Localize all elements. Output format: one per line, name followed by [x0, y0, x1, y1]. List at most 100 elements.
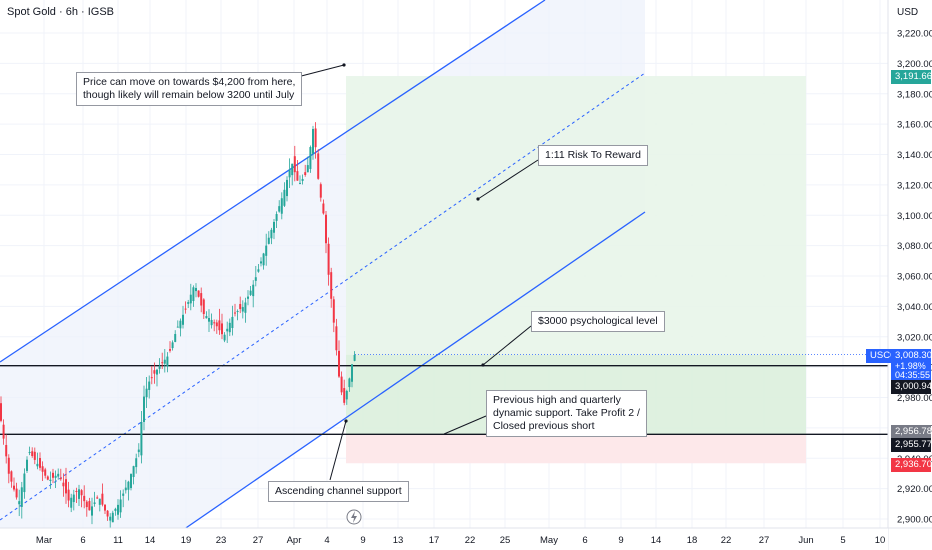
time-tick-label: 14 — [651, 535, 662, 546]
candle-body — [28, 452, 31, 454]
candle-body — [234, 312, 236, 314]
annotation-channel-support[interactable]: Ascending channel support — [268, 481, 409, 502]
candle-body — [137, 449, 140, 453]
candle-body — [20, 487, 23, 507]
candle-body — [299, 182, 301, 184]
pointer-rr — [477, 159, 539, 200]
pointer-channel-dot — [344, 419, 348, 423]
candle-body — [228, 322, 231, 333]
candle-body — [192, 287, 195, 302]
candle-body — [75, 490, 78, 492]
time-tick-label: Apr — [287, 535, 302, 546]
candle-body — [343, 388, 346, 403]
candle-body — [36, 463, 39, 467]
candle-body — [15, 488, 18, 498]
annotation-target-note[interactable]: Price can move on towards $4,200 from he… — [76, 72, 303, 106]
candle-body — [239, 303, 242, 310]
candle-body — [317, 153, 320, 179]
annotation-risk-reward[interactable]: 1:11 Risk To Reward — [538, 145, 648, 166]
candle-body — [7, 457, 10, 474]
candle-body — [85, 501, 88, 508]
level-price-label-2955: 2,955.77 — [891, 438, 932, 452]
candle-body — [275, 214, 278, 221]
candle-body — [218, 320, 221, 331]
bar-countdown-label: 04:35:55 — [891, 370, 931, 381]
candle-body — [270, 229, 273, 239]
time-tick-label: 25 — [500, 535, 511, 546]
candle-body — [293, 156, 296, 173]
last-price-label: 3,008.30 — [891, 349, 932, 363]
candle-body — [52, 472, 54, 478]
candle-body — [273, 221, 275, 233]
candle-body — [325, 214, 327, 244]
time-tick-label: 19 — [181, 535, 192, 546]
candle-body — [26, 459, 28, 471]
time-tick-label: 22 — [721, 535, 732, 546]
candle-body — [319, 184, 322, 198]
candle-body — [179, 320, 182, 329]
time-tick-label: 27 — [253, 535, 264, 546]
candle-body — [130, 474, 132, 489]
candle-body — [210, 319, 213, 326]
candle-body — [241, 307, 244, 312]
symbol-title[interactable]: Spot Gold · 6h · IGSB — [7, 6, 114, 18]
candle-body — [353, 354, 356, 361]
candle-body — [200, 293, 203, 306]
price-tick-label: 3,100.00 — [897, 211, 932, 222]
candle-body — [10, 471, 13, 482]
candle-body — [301, 178, 304, 181]
time-tick-label: Mar — [36, 535, 52, 546]
candle-body — [39, 458, 41, 468]
price-tick-label: 3,060.00 — [897, 272, 932, 283]
candle-body — [202, 299, 205, 315]
price-tick-label: 2,980.00 — [897, 393, 932, 404]
candle-body — [33, 451, 36, 460]
price-tick-label: 3,180.00 — [897, 89, 932, 100]
candle-body — [41, 466, 44, 472]
candle-body — [166, 356, 169, 367]
stop-price-label: 2,936.70 — [891, 458, 932, 472]
currency-label[interactable]: USD — [897, 7, 919, 18]
candle-body — [46, 476, 49, 480]
loss-zone — [346, 434, 806, 464]
candle-body — [88, 501, 91, 511]
candle-body — [187, 302, 190, 304]
candle-body — [254, 277, 257, 281]
candle-body — [127, 481, 130, 490]
candle-body — [156, 369, 158, 375]
price-tick-label: 3,080.00 — [897, 241, 932, 252]
candle-body — [335, 326, 338, 351]
annotation-psych-level[interactable]: $3000 psychological level — [531, 311, 665, 332]
candle-body — [114, 508, 117, 511]
candle-body — [171, 342, 174, 349]
time-tick-label: 6 — [582, 535, 587, 546]
candle-body — [13, 485, 15, 490]
candle-body — [67, 489, 70, 501]
candle-body — [205, 316, 208, 319]
price-tick-label: 3,040.00 — [897, 302, 932, 313]
candle-body — [18, 501, 21, 505]
candle-body — [221, 323, 223, 335]
candle-body — [96, 497, 99, 499]
candle-body — [345, 390, 348, 400]
candle-body — [312, 128, 314, 154]
candle-body — [72, 494, 75, 503]
price-tick-label: 3,020.00 — [897, 332, 932, 343]
candles — [0, 122, 356, 531]
candle-body — [65, 479, 67, 494]
time-tick-label: 23 — [216, 535, 227, 546]
candle-body — [338, 350, 340, 377]
candle-body — [150, 377, 153, 379]
price-tick-label: 3,120.00 — [897, 180, 932, 191]
candle-body — [286, 179, 288, 197]
candle-body — [176, 326, 179, 328]
channel-lower-line — [179, 211, 646, 533]
candle-body — [306, 165, 309, 173]
time-tick-label: 17 — [429, 535, 440, 546]
channel-mid-line — [0, 72, 646, 521]
candle-body — [340, 376, 343, 393]
annotation-previous-high[interactable]: Previous high and quarterly dynamic supp… — [486, 390, 647, 437]
target-price-label: 3,191.66 — [891, 70, 932, 84]
candle-body — [351, 364, 353, 382]
candle-body — [161, 362, 164, 364]
